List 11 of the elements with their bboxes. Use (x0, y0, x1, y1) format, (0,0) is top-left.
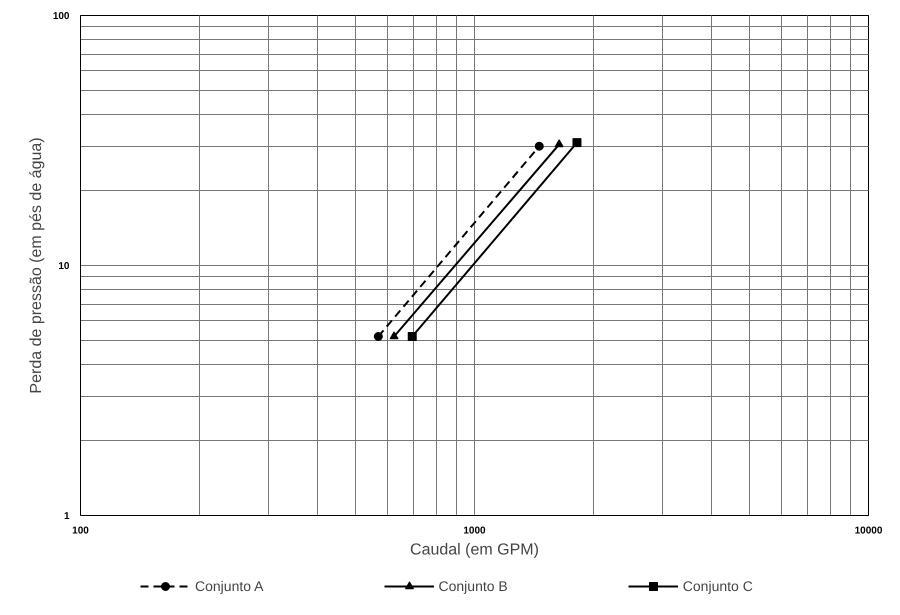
y-axis-title: Perda de pressão (em pés de água) (28, 137, 45, 394)
legend-label: Conjunto B (438, 578, 508, 594)
x-axis-title: Caudal (em GPM) (410, 542, 539, 558)
y-tick-label: 1 (64, 511, 70, 522)
x-tick-label: 100 (72, 526, 90, 536)
x-tick-label: 10000 (854, 526, 883, 536)
legend-label: Conjunto A (195, 578, 264, 594)
x-tick-label: 1000 (463, 526, 486, 536)
y-tick-label: 10 (58, 261, 70, 272)
y-tick-label: 100 (52, 11, 70, 22)
legend-label: Conjunto C (682, 578, 753, 594)
